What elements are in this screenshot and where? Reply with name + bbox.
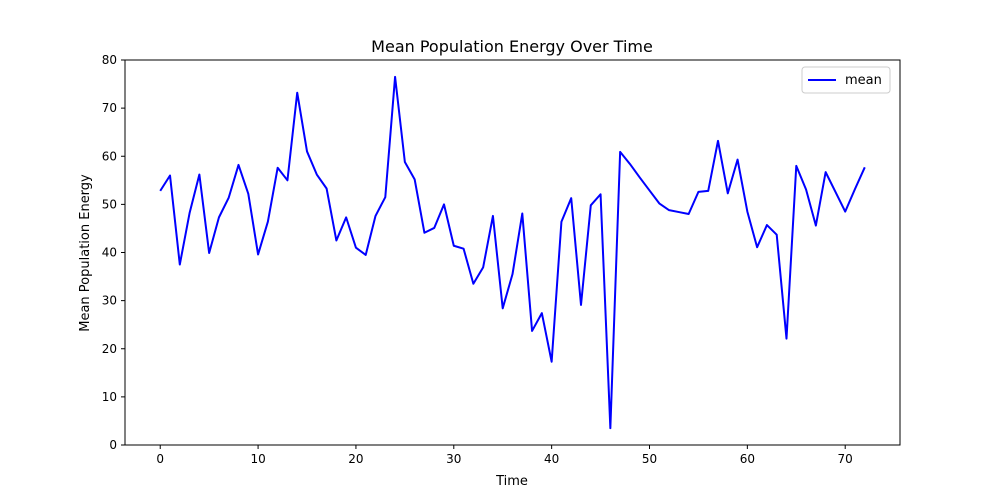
x-tick-label: 30 [446,452,461,466]
y-tick-label: 10 [102,390,117,404]
y-tick-label: 30 [102,294,117,308]
legend-label: mean [845,73,882,88]
y-tick-label: 80 [102,53,117,67]
x-tick-label: 70 [838,452,853,466]
y-tick-label: 70 [102,101,117,115]
y-tick-label: 50 [102,197,117,211]
y-tick-label: 20 [102,342,117,356]
y-tick-label: 40 [102,246,117,260]
plot-area: 0 10 20 30 40 50 60 70 0 10 20 30 40 50 60 70 80 mean [102,53,901,466]
x-tick-label: 10 [250,452,265,466]
x-tick-label: 20 [348,452,363,466]
x-tick-label: 0 [156,452,164,466]
series-line-mean [159,75,866,430]
x-tick-label: 50 [642,452,657,466]
x-tick-label: 60 [740,452,755,466]
chart-title: Mean Population Energy Over Time [371,37,653,56]
x-tick-label: 40 [544,452,559,466]
y-tick-label: 60 [102,149,117,163]
legend-box [801,66,891,94]
x-axis-label: Time [495,474,528,489]
y-tick-label: 0 [109,438,117,452]
plot-frame [124,59,901,446]
y-axis-label: Mean Population Energy [78,174,93,332]
